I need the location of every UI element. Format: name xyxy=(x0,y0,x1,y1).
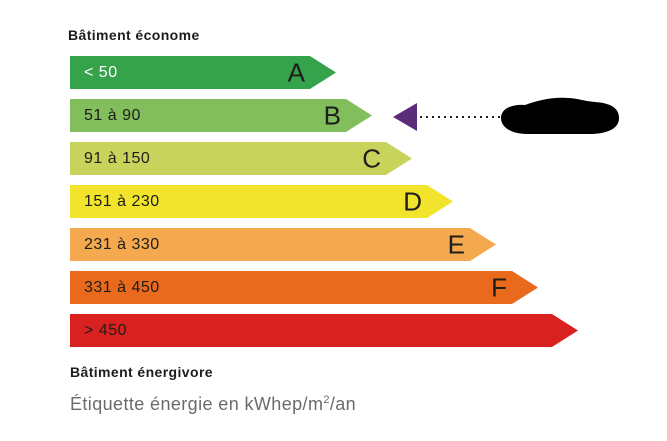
energy-class-row-f: 331 à 450 F xyxy=(70,271,578,304)
energy-bar-e: 231 à 330 E xyxy=(70,228,496,261)
energy-class-letter-d: D xyxy=(403,185,422,216)
energy-class-letter-c: C xyxy=(362,142,381,173)
caption-text: Étiquette énergie en kWhep/m xyxy=(70,394,324,414)
energy-range-label-e: 231 à 330 xyxy=(84,235,160,253)
chart-caption: Étiquette énergie en kWhep/m2/an xyxy=(70,394,356,415)
redacted-value-scribble xyxy=(501,97,619,134)
caption-superscript: 2 xyxy=(323,394,330,406)
energy-intensive-building-label: Bâtiment énergivore xyxy=(70,364,213,380)
energy-class-letter-f: F xyxy=(491,271,507,302)
energy-range-label-f: 331 à 450 xyxy=(84,278,160,296)
energy-class-letter-e: E xyxy=(447,228,465,259)
energy-bar-f: 331 à 450 F xyxy=(70,271,538,304)
energy-class-letter-a: A xyxy=(287,56,305,87)
energy-range-label-b: 51 à 90 xyxy=(84,106,141,124)
energy-range-label-c: 91 à 150 xyxy=(84,149,151,167)
energy-class-row-c: 91 à 150 C xyxy=(70,142,578,175)
caption-text-suffix: /an xyxy=(329,394,357,414)
energy-bar-g: > 450 xyxy=(70,314,578,347)
selected-class-arrow-icon xyxy=(393,103,417,131)
energy-range-label-d: 151 à 230 xyxy=(84,192,160,210)
energy-class-row-g: > 450 xyxy=(70,314,578,347)
energy-class-row-a: < 50 A xyxy=(70,56,578,89)
energy-range-label-g: > 450 xyxy=(84,321,127,339)
energy-bar-d: 151 à 230 D xyxy=(70,185,453,218)
pointer-dotted-line xyxy=(420,116,504,118)
energy-class-row-b: 51 à 90 B xyxy=(70,99,578,132)
energy-class-scale: < 50 A 51 à 90 B 91 à 150 C 151 à 230 D xyxy=(70,56,578,357)
energy-class-row-d: 151 à 230 D xyxy=(70,185,578,218)
energy-range-label-a: < 50 xyxy=(84,63,118,81)
energy-class-letter-b: B xyxy=(323,99,341,130)
energy-class-row-e: 231 à 330 E xyxy=(70,228,578,261)
energy-bar-b: 51 à 90 B xyxy=(70,99,372,132)
economical-building-label: Bâtiment économe xyxy=(68,27,200,43)
energy-bar-a: < 50 A xyxy=(70,56,336,89)
energy-bar-c: 91 à 150 C xyxy=(70,142,412,175)
